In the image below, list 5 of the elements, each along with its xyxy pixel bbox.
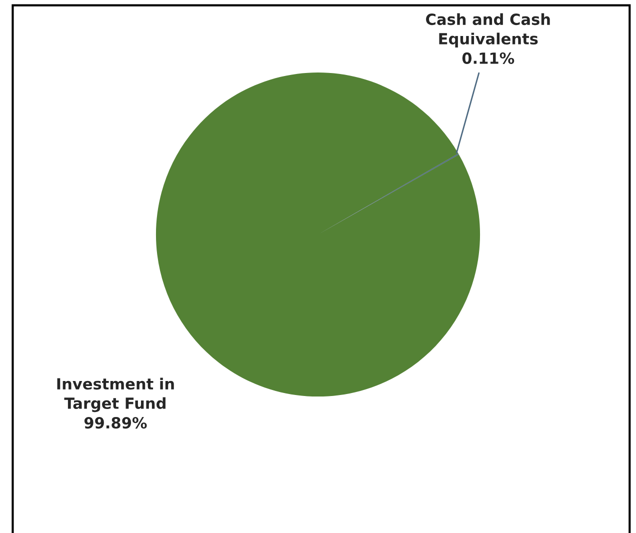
slice-label: Cash and Cash Equivalents xyxy=(426,13,550,48)
pie-slice xyxy=(156,72,480,397)
data-label: 99.89% xyxy=(84,417,147,429)
slice-label: Investment in Target Fund xyxy=(57,378,174,412)
data-label: 0.11% xyxy=(462,52,514,64)
